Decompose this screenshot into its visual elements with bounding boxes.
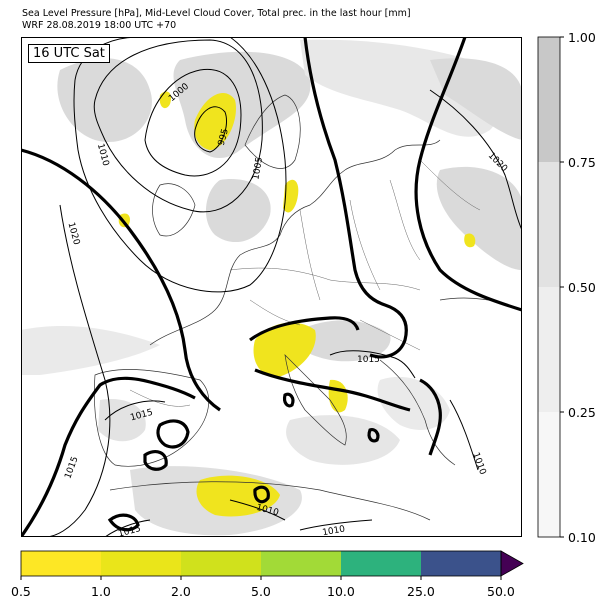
isobar-1005 (93, 39, 263, 213)
isobar-1015-bold (419, 378, 442, 456)
country-borders (129, 159, 481, 407)
cloud-tick-label: 0.10 (568, 530, 596, 545)
cloud-patch (21, 325, 160, 375)
precip-bin-2 (181, 551, 261, 576)
precip-patch (194, 92, 236, 150)
precip-patch (464, 233, 476, 248)
cloud-tick-label: 0.50 (568, 280, 596, 295)
precip-bin-4 (341, 551, 421, 576)
isobar-1015-spain (104, 400, 166, 421)
precip-tick-label: 5.0 (251, 584, 271, 599)
isobar-1015-bold (253, 485, 270, 504)
isobar-1015-bold (21, 376, 196, 537)
precip-bin-1 (101, 551, 181, 576)
isobar-1020-east (429, 89, 522, 231)
chart-title: Sea Level Pressure [hPa], Mid-Level Clou… (22, 8, 411, 19)
cloud-tick-label: 0.25 (568, 405, 596, 420)
isobar-1015-bold (367, 428, 380, 443)
precip-tick-label: 10.0 (327, 584, 355, 599)
isobar-label: 995 (217, 128, 231, 147)
precip-tick-label: 1.0 (91, 584, 111, 599)
isobar-1000 (144, 68, 242, 177)
chart-subtitle: WRF 28.08.2019 18:00 UTC +70 (22, 20, 177, 31)
cloud-bin-075-100 (538, 37, 560, 162)
coastline (152, 183, 196, 237)
isobar-1020-west (44, 204, 111, 537)
isobar-1015-bold (249, 316, 360, 342)
isobar-1015-bold (143, 450, 168, 471)
isobar-1010-africa (229, 499, 286, 521)
precipitation-colorbar (20, 550, 524, 580)
cloud-patch (286, 415, 400, 465)
coastline (379, 359, 456, 466)
precip-bin-0 (21, 551, 101, 576)
precip-tick-label: 50.0 (487, 584, 515, 599)
isobar-1010-libya (299, 519, 373, 531)
precip-bin-3 (261, 551, 341, 576)
isobar-1015-algeria (104, 519, 151, 537)
isobar-1015-bold (303, 37, 408, 359)
isobar-1015-bold (254, 368, 411, 412)
isobar-1015-bold (21, 148, 221, 412)
isobars-bold (21, 37, 522, 537)
isobar-1015-adriatic (329, 350, 416, 379)
coastlines (94, 94, 522, 521)
isobar-label: 1010 (322, 524, 347, 538)
isobar-1015-bold (282, 392, 295, 408)
precip-tick-label: 2.0 (171, 584, 191, 599)
cloud-bin-050-075 (538, 162, 560, 287)
coastline (244, 94, 301, 169)
coastline (149, 139, 441, 346)
cloud-cover-colorbar (537, 36, 564, 538)
isobars (44, 37, 522, 537)
cloud-bin-010-025 (538, 412, 560, 537)
cloud-patch (57, 58, 152, 142)
cloud-patch (436, 166, 522, 270)
isobar-1015-bold (414, 37, 522, 312)
coastline (94, 369, 209, 467)
precip-tick-label: 25.0 (407, 584, 435, 599)
isobar-1015-bold (156, 419, 190, 449)
isobar-1010-balkan (449, 399, 479, 471)
isobar-label: 1015 (357, 355, 380, 365)
precip-patch (283, 179, 299, 213)
isobar-995 (194, 106, 227, 153)
cloud-bin-025-050 (538, 287, 560, 412)
cloud-patch (296, 320, 391, 362)
cloud-patch (205, 179, 271, 243)
cloud-tick-label: 0.75 (568, 155, 596, 170)
precip-bin-5 (421, 551, 501, 576)
isobar-label: 1005 (251, 156, 265, 180)
coastline (109, 481, 431, 521)
precip-tick-label: 0.5 (11, 584, 31, 599)
cloud-cover-layer (21, 39, 522, 536)
valid-time-label: 16 UTC Sat (28, 44, 110, 63)
cloud-patch (430, 58, 522, 140)
isobar-1015-bold (107, 513, 140, 532)
precip-patch (253, 322, 316, 378)
precip-extend-arrow (500, 550, 524, 577)
cloud-tick-label: 1.00 (568, 30, 596, 45)
